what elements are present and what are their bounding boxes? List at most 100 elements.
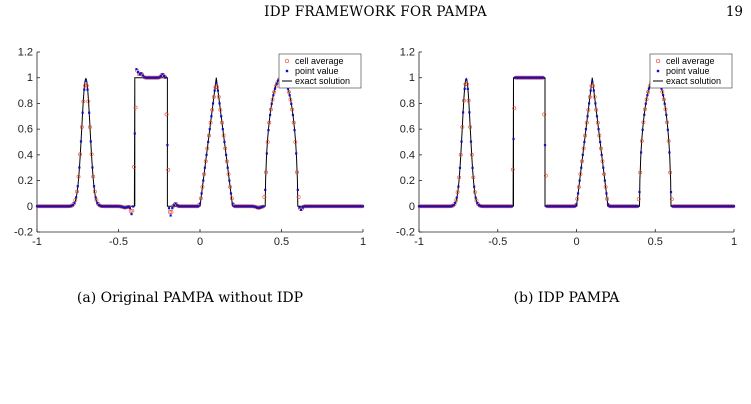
cell-average-point (542, 112, 547, 117)
point-value-point (707, 205, 710, 208)
point-value-point (192, 205, 195, 208)
cell-average-point (166, 167, 171, 172)
point-value-point (355, 205, 358, 208)
point-value-point (295, 152, 298, 155)
point-value-point (350, 205, 353, 208)
point-value-point (473, 185, 476, 188)
cell-average-point (594, 107, 599, 112)
point-value-point (509, 205, 512, 208)
point-value-point (345, 205, 348, 208)
point-value-point (73, 201, 76, 204)
point-value-point (534, 76, 537, 79)
point-value-point (702, 205, 706, 208)
legend-label: cell average (295, 56, 344, 66)
point-value-point (313, 205, 316, 208)
point-value-point (172, 204, 176, 207)
cell-average-point (86, 99, 91, 104)
point-value-point (696, 205, 699, 208)
y-tick-label: 0.4 (400, 149, 415, 161)
cell-average-point (81, 99, 86, 104)
point-value-point (639, 151, 643, 154)
point-value-point (264, 188, 267, 191)
point-value-point (484, 205, 487, 208)
point-value-point (499, 205, 502, 208)
point-value-point (120, 205, 123, 208)
point-value-point (684, 205, 687, 208)
point-value-point (668, 151, 671, 154)
point-value-point (608, 205, 611, 208)
point-value-point (602, 166, 605, 169)
cell-average-point (207, 133, 211, 138)
point-value-point (76, 185, 79, 188)
x-tick-label: 1 (731, 236, 737, 248)
point-value-point (169, 214, 172, 217)
point-value-point (564, 205, 567, 208)
point-value-point (718, 205, 721, 208)
point-value-point (567, 205, 570, 208)
x-tick-label: -0.5 (109, 236, 128, 248)
point-value-point (179, 205, 182, 208)
point-value-point (502, 205, 506, 208)
point-value-point (154, 76, 158, 79)
point-value-point (78, 166, 81, 169)
point-value-point (60, 205, 63, 208)
point-value-point (348, 205, 352, 208)
point-value-point (665, 113, 668, 116)
cell-average-point (599, 146, 603, 151)
point-value-point (463, 87, 466, 90)
cell-average-point (471, 175, 476, 180)
point-value-point (548, 205, 551, 208)
point-value-point (75, 196, 78, 199)
point-value-point (257, 206, 260, 210)
point-value-point (673, 205, 676, 208)
cell-average-point (296, 195, 301, 200)
point-value-point (273, 87, 277, 90)
point-value-point (229, 192, 233, 195)
y-tick-label: -0.2 (396, 227, 415, 239)
y-tick-label: 0.4 (18, 149, 33, 161)
point-value-point (540, 76, 543, 79)
point-value-point (543, 143, 547, 147)
point-value-point (296, 188, 299, 191)
point-value-point (436, 205, 439, 208)
point-value-point (674, 205, 677, 208)
point-value-point (58, 205, 61, 208)
point-value-point (428, 205, 432, 208)
cell-average-point (666, 139, 671, 143)
point-value-point (161, 73, 164, 76)
point-value-point (164, 76, 167, 79)
point-value-point (190, 205, 193, 208)
point-value-point (272, 94, 275, 97)
exact-solution-line (37, 77, 363, 207)
point-value-point (140, 72, 143, 75)
point-value-point (249, 205, 252, 208)
point-value-point (521, 76, 525, 79)
legend-point-value-marker (656, 69, 660, 73)
cell-average-point (576, 185, 581, 189)
point-value-point (628, 205, 632, 208)
point-value-point (515, 76, 518, 79)
point-value-point (677, 205, 680, 208)
point-value-point (112, 205, 115, 208)
point-value-point (52, 205, 55, 208)
point-value-point (301, 206, 304, 209)
point-value-point (712, 205, 715, 208)
point-value-point (329, 205, 332, 208)
point-value-point (646, 94, 649, 97)
x-tick-label: 0 (197, 236, 203, 248)
point-value-point (361, 205, 365, 208)
point-value-point (334, 205, 337, 208)
point-value-point (303, 205, 306, 208)
cell-average-point (583, 133, 588, 138)
cell-average-point (133, 105, 138, 110)
point-value-point (37, 205, 40, 208)
point-value-point (424, 205, 427, 208)
point-value-point (316, 205, 319, 208)
point-value-point (187, 205, 190, 208)
point-value-point (117, 205, 120, 208)
point-value-point (207, 140, 210, 144)
point-value-point (455, 196, 458, 199)
point-value-point (611, 205, 614, 208)
cell-average-point (575, 197, 580, 201)
point-value-point (709, 205, 712, 208)
